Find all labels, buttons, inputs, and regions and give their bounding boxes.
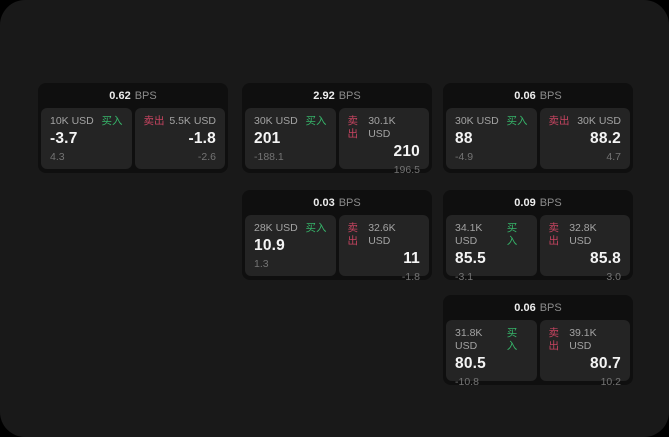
bps-header: 0.62 BPS <box>38 83 228 108</box>
buy-side-label: 买入 <box>305 222 327 234</box>
buy-change: 4.3 <box>50 151 65 163</box>
buy-tile[interactable]: 34.1K USD 买入 85.5 -3.1 <box>446 215 537 283</box>
sell-side-label: 卖出 <box>347 115 359 140</box>
sell-price: -1.8 <box>188 130 216 147</box>
buy-amount-label: 30K USD <box>254 115 298 127</box>
buy-side-label: 买入 <box>506 222 518 247</box>
buy-tile[interactable]: 10K USD 买入 -3.7 4.3 <box>41 108 132 169</box>
buy-change: -188.1 <box>254 151 284 163</box>
sell-price: 11 <box>403 250 420 267</box>
sell-amount-label: 39.1K USD <box>569 327 597 352</box>
bps-value: 0.06 <box>514 301 536 314</box>
quote-card: 2.92 BPS 30K USD 买入 201 -188.1 卖出 30.1K … <box>242 83 432 176</box>
bps-header: 0.09 BPS <box>443 190 633 215</box>
buy-amount-label: 34.1K USD <box>455 222 483 247</box>
buy-tile[interactable]: 28K USD 买入 10.9 1.3 <box>245 215 336 276</box>
buy-tile[interactable]: 30K USD 买入 88 -4.9 <box>446 108 537 169</box>
sell-tile[interactable]: 卖出 39.1K USD 80.7 10.2 <box>539 320 630 388</box>
buy-price: 201 <box>254 130 281 147</box>
sell-change: 196.5 <box>393 164 420 176</box>
sell-change: 10.2 <box>600 376 621 388</box>
bps-header: 2.92 BPS <box>242 83 432 108</box>
buy-side-label: 买入 <box>305 115 327 127</box>
bps-header: 0.06 BPS <box>443 83 633 108</box>
sell-side-label: 卖出 <box>548 115 570 127</box>
buy-side-label: 买入 <box>506 327 518 352</box>
sell-tile[interactable]: 卖出 30.1K USD 210 196.5 <box>338 108 429 176</box>
sell-amount-label: 5.5K USD <box>169 115 216 127</box>
buy-price: 10.9 <box>254 237 285 254</box>
quote-card: 0.09 BPS 34.1K USD 买入 85.5 -3.1 卖出 32.8K… <box>443 190 633 283</box>
sell-tile[interactable]: 卖出 32.6K USD 11 -1.8 <box>338 215 429 283</box>
buy-price: 88 <box>455 130 473 147</box>
sell-side-label: 卖出 <box>347 222 359 247</box>
sell-amount-label: 32.8K USD <box>569 222 597 247</box>
quote-card: 0.62 BPS 10K USD 买入 -3.7 4.3 卖出 5.5K USD… <box>38 83 228 173</box>
bps-value: 0.03 <box>313 196 335 209</box>
sell-price: 88.2 <box>590 130 621 147</box>
bps-value: 0.62 <box>109 89 131 102</box>
sell-side-label: 卖出 <box>143 115 165 127</box>
bps-unit: BPS <box>134 89 157 102</box>
bps-unit: BPS <box>338 89 361 102</box>
buy-tile[interactable]: 30K USD 买入 201 -188.1 <box>245 108 336 169</box>
buy-amount-label: 28K USD <box>254 222 298 234</box>
bps-value: 0.09 <box>514 196 536 209</box>
quote-body: 28K USD 买入 10.9 1.3 卖出 32.6K USD 11 -1.8 <box>242 215 432 283</box>
buy-side-label: 买入 <box>506 115 528 127</box>
bps-value: 0.06 <box>514 89 536 102</box>
buy-change: -10.8 <box>455 376 479 388</box>
sell-amount-label: 32.6K USD <box>368 222 396 247</box>
bps-header: 0.03 BPS <box>242 190 432 215</box>
bps-unit: BPS <box>338 196 361 209</box>
buy-amount-label: 30K USD <box>455 115 499 127</box>
sell-change: -1.8 <box>401 271 420 283</box>
buy-change: 1.3 <box>254 258 269 270</box>
buy-price: -3.7 <box>50 130 78 147</box>
bps-unit: BPS <box>539 301 562 314</box>
quote-card: 0.06 BPS 31.8K USD 买入 80.5 -10.8 卖出 39.1… <box>443 295 633 388</box>
sell-tile[interactable]: 卖出 32.8K USD 85.8 3.0 <box>539 215 630 283</box>
sell-change: 3.0 <box>606 271 621 283</box>
bps-unit: BPS <box>539 89 562 102</box>
buy-price: 85.5 <box>455 250 486 267</box>
quote-body: 31.8K USD 买入 80.5 -10.8 卖出 39.1K USD 80.… <box>443 320 633 388</box>
sell-tile[interactable]: 卖出 30K USD 88.2 4.7 <box>539 108 630 169</box>
quote-body: 30K USD 买入 201 -188.1 卖出 30.1K USD 210 1… <box>242 108 432 176</box>
buy-change: -3.1 <box>455 271 474 283</box>
sell-change: -2.6 <box>197 151 216 163</box>
buy-tile[interactable]: 31.8K USD 买入 80.5 -10.8 <box>446 320 537 388</box>
sell-price: 85.8 <box>590 250 621 267</box>
quote-body: 10K USD 买入 -3.7 4.3 卖出 5.5K USD -1.8 -2.… <box>38 108 228 169</box>
buy-change: -4.9 <box>455 151 474 163</box>
buy-amount-label: 10K USD <box>50 115 94 127</box>
sell-side-label: 卖出 <box>548 327 560 352</box>
buy-side-label: 买入 <box>101 115 123 127</box>
quote-body: 34.1K USD 买入 85.5 -3.1 卖出 32.8K USD 85.8… <box>443 215 633 283</box>
quote-body: 30K USD 买入 88 -4.9 卖出 30K USD 88.2 4.7 <box>443 108 633 169</box>
sell-change: 4.7 <box>606 151 621 163</box>
buy-amount-label: 31.8K USD <box>455 327 483 352</box>
buy-price: 80.5 <box>455 355 486 372</box>
sell-price: 80.7 <box>590 355 621 372</box>
bps-unit: BPS <box>539 196 562 209</box>
sell-amount-label: 30.1K USD <box>368 115 396 140</box>
quote-card: 0.06 BPS 30K USD 买入 88 -4.9 卖出 30K USD 8… <box>443 83 633 173</box>
quote-card: 0.03 BPS 28K USD 买入 10.9 1.3 卖出 32.6K US… <box>242 190 432 283</box>
bps-header: 0.06 BPS <box>443 295 633 320</box>
sell-amount-label: 30K USD <box>577 115 621 127</box>
sell-side-label: 卖出 <box>548 222 560 247</box>
bps-value: 2.92 <box>313 89 335 102</box>
sell-tile[interactable]: 卖出 5.5K USD -1.8 -2.6 <box>134 108 225 169</box>
sell-price: 210 <box>393 143 420 160</box>
